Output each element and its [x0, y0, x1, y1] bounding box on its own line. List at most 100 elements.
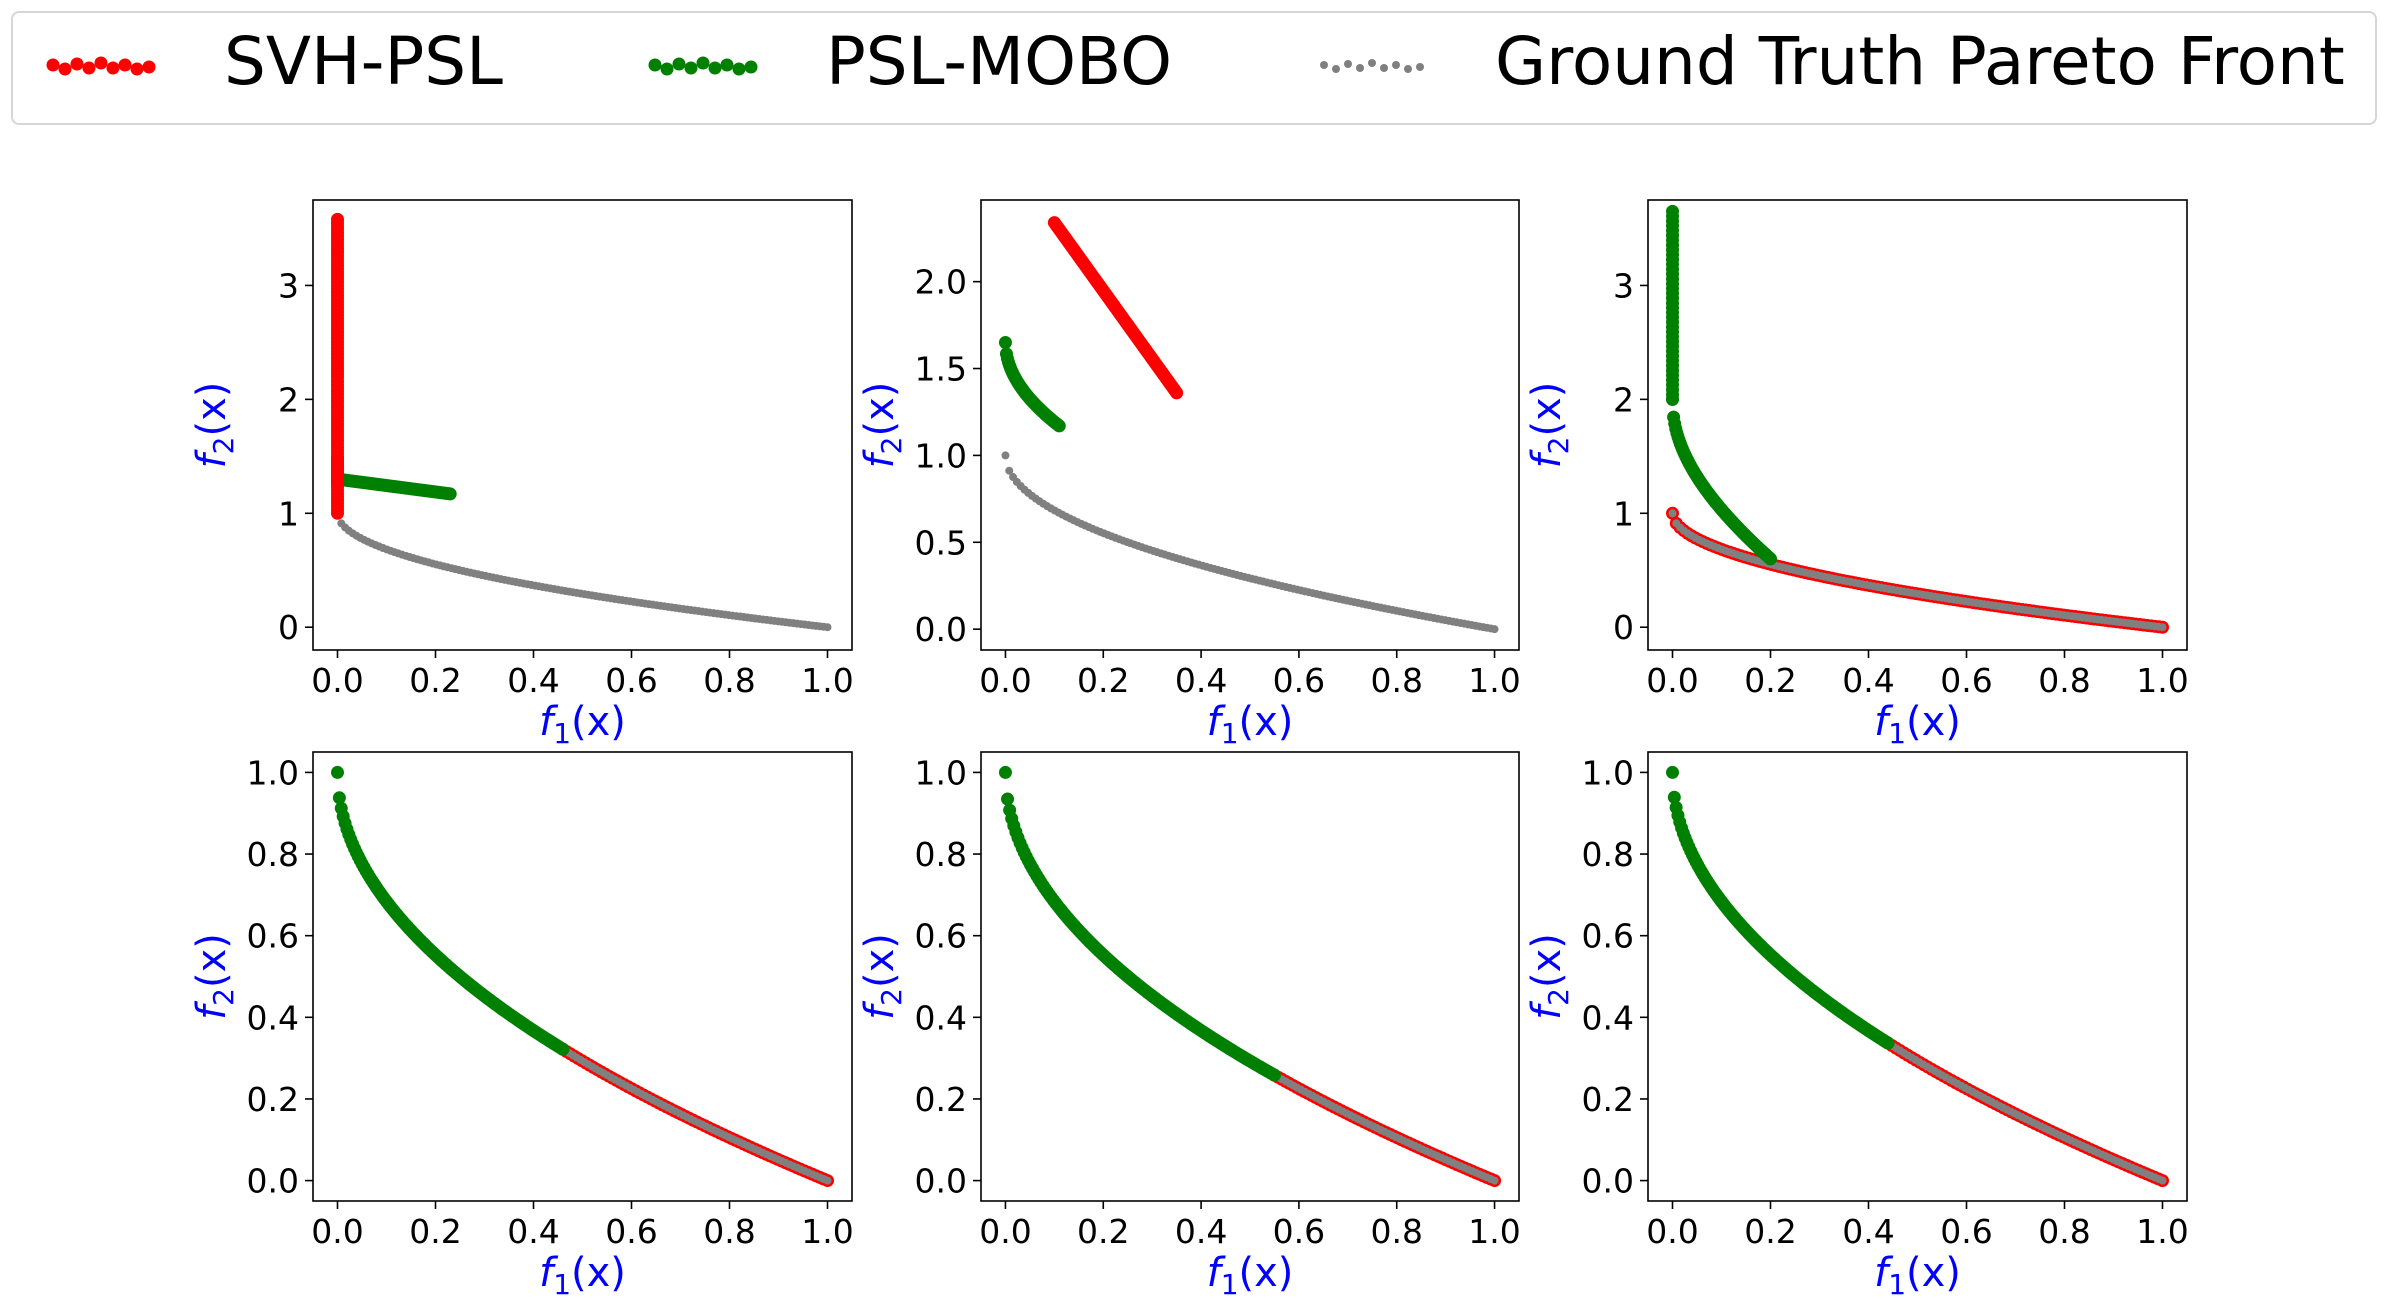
x-tick-label: 0.4 — [1842, 1212, 1894, 1251]
y-tick-label: 1.0 — [1582, 753, 1634, 792]
y-tick-label: 0.0 — [915, 610, 967, 649]
legend-marker — [1344, 60, 1352, 68]
legend-marker — [130, 62, 144, 76]
y-axis-label: f2(x) — [189, 933, 240, 1020]
legend-marker — [106, 61, 120, 75]
ground-truth-pareto-front-point — [823, 623, 832, 632]
x-tick-label: 0.8 — [703, 661, 755, 700]
x-tick-label: 0.8 — [1370, 1212, 1422, 1251]
psl-mobo-point — [331, 765, 344, 779]
legend-marker — [58, 62, 72, 76]
legend-marker — [696, 56, 710, 70]
y-tick-label: 3 — [278, 266, 299, 305]
plot-series — [331, 765, 834, 1188]
x-tick-label: 0.8 — [1370, 661, 1422, 700]
y-tick-label: 0.2 — [1582, 1080, 1634, 1119]
x-tick-label: 0.0 — [1646, 1212, 1698, 1251]
legend-marker — [94, 56, 108, 70]
y-axis-label: f2(x) — [857, 382, 908, 469]
ground-truth-pareto-front-point — [1668, 509, 1677, 518]
x-axis-label: f1(x) — [539, 1250, 626, 1301]
legend-box — [11, 11, 2377, 125]
x-axis-label: f1(x) — [539, 699, 626, 750]
svh-psl-point — [331, 212, 344, 226]
legend-marker — [684, 61, 698, 75]
legend-label: PSL-MOBO — [826, 23, 1172, 100]
y-tick-label: 1 — [1613, 494, 1634, 533]
x-tick-label: 0.2 — [1744, 1212, 1796, 1251]
x-tick-label: 0.8 — [2038, 661, 2090, 700]
legend-marker — [1392, 61, 1400, 69]
y-tick-label: 3 — [1613, 266, 1634, 305]
psl-mobo-point — [1267, 1068, 1281, 1082]
plot-series — [331, 212, 832, 632]
x-tick-label: 0.4 — [1175, 661, 1227, 700]
legend-marker — [1380, 64, 1388, 72]
y-tick-label: 2 — [278, 380, 299, 419]
legend-marker — [142, 60, 156, 74]
x-tick-label: 0.2 — [1077, 661, 1129, 700]
subplot-3: 0.0 0.2 0.4 0.6 0.8 1.0 0 1 2 3 f1(x) f2(x) — [1524, 199, 2189, 750]
plot-series — [998, 765, 1502, 1188]
y-tick-label: 0.6 — [247, 917, 299, 956]
y-tick-label: 1.0 — [247, 753, 299, 792]
plot-frame — [1647, 751, 2188, 1202]
psl-mobo-point — [1667, 790, 1681, 804]
ground-truth-pareto-front-point — [2158, 1176, 2167, 1185]
psl-mobo-point — [1666, 204, 1679, 218]
legend-marker — [732, 62, 746, 76]
x-tick-label: 0.4 — [507, 661, 559, 700]
legend-marker — [1356, 64, 1364, 72]
x-tick-label: 1.0 — [801, 661, 853, 700]
y-tick-label: 0.2 — [247, 1080, 299, 1119]
legend-marker — [82, 61, 96, 75]
ground-truth-pareto-front-point — [1001, 451, 1010, 460]
x-tick-label: 1.0 — [2136, 661, 2188, 700]
y-tick-label: 0.0 — [915, 1162, 967, 1201]
subplot-5: 0.0 0.2 0.4 0.6 0.8 1.0 0.0 0.2 0.4 0.6 0.8 1.0 f1(x… — [857, 751, 1521, 1301]
plot-series — [1666, 765, 2169, 1188]
y-tick-label: 0.4 — [915, 998, 967, 1037]
psl-mobo-point — [1764, 552, 1777, 566]
x-tick-label: 0.6 — [605, 661, 657, 700]
x-tick-label: 0.6 — [1273, 661, 1325, 700]
psl-mobo-point — [556, 1042, 570, 1056]
y-tick-label: 0 — [1613, 608, 1634, 647]
plot-frame — [980, 751, 1520, 1202]
x-tick-label: 0.8 — [2038, 1212, 2090, 1251]
ground-truth-pareto-front-point — [1005, 466, 1014, 475]
y-tick-label: 0.4 — [1582, 998, 1634, 1037]
legend-label: Ground Truth Pareto Front — [1495, 23, 2345, 100]
psl-mobo-point — [443, 487, 457, 501]
ground-truth-pareto-front-point — [1490, 1176, 1499, 1185]
y-axis-label: f2(x) — [189, 382, 240, 469]
y-axis-label: f2(x) — [1524, 382, 1575, 469]
psl-mobo-point — [1881, 1036, 1895, 1050]
legend-marker — [1404, 65, 1412, 73]
legend-marker — [744, 60, 758, 74]
legend-entry-3: Ground Truth Pareto Front — [1320, 23, 2345, 100]
x-tick-label: 0.0 — [979, 1212, 1031, 1251]
plot-frame — [312, 751, 853, 1202]
x-tick-label: 0.0 — [311, 661, 363, 700]
y-tick-label: 2 — [1613, 380, 1634, 419]
x-axis-label: f1(x) — [1874, 699, 1961, 750]
x-tick-label: 0.6 — [1940, 1212, 1992, 1251]
legend-marker — [1368, 59, 1376, 67]
legend-marker — [1320, 61, 1328, 69]
y-tick-label: 0.2 — [915, 1080, 967, 1119]
legend-marker — [720, 58, 734, 72]
legend-marker — [648, 58, 662, 72]
y-tick-label: 1.5 — [915, 350, 967, 389]
legend-marker — [118, 58, 132, 72]
legend-marker — [1332, 65, 1340, 73]
legend-label: SVH-PSL — [224, 23, 503, 100]
y-tick-label: 2.0 — [915, 263, 967, 302]
psl-mobo-point — [1666, 392, 1679, 406]
y-tick-label: 0.5 — [915, 523, 967, 562]
x-tick-label: 0.2 — [1744, 661, 1796, 700]
psl-mobo-point — [1001, 792, 1015, 806]
subplot-1: 0.0 0.2 0.4 0.6 0.8 1.0 0 1 2 3 f1(x) f2(x) — [189, 199, 854, 750]
subplot-2: 0.0 0.2 0.4 0.6 0.8 1.0 0.0 0.5 1.0 1.5 2.0 f1(x) f2… — [857, 199, 1521, 750]
